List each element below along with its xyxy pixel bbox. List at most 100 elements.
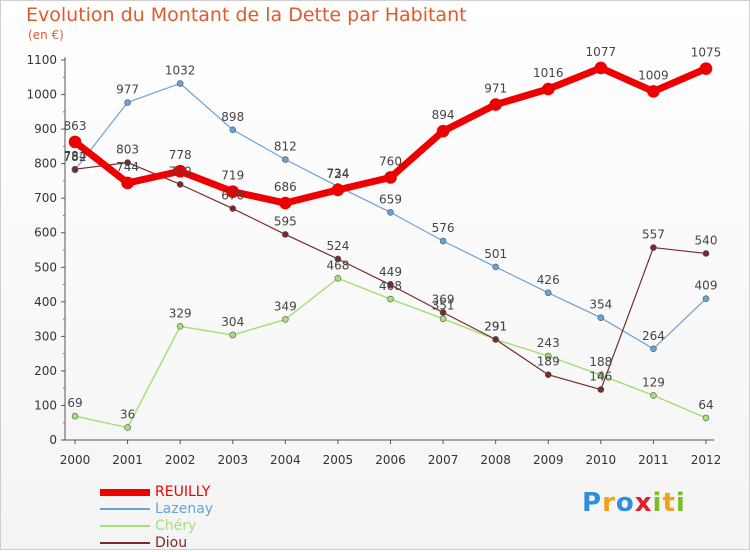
data-point-reuilly [594,61,608,75]
x-tick-label: 2008 [480,453,511,467]
data-label-chry: 304 [221,315,244,329]
data-point-lazenay [387,209,394,216]
data-label-reuilly: 719 [221,169,244,183]
data-point-chry [544,352,552,360]
logo-letter: o [615,488,635,518]
data-label-diou: 540 [695,233,718,247]
data-label-lazenay: 977 [116,82,139,96]
data-point-chry [71,412,79,420]
legend-swatch-reuilly [100,488,150,496]
data-label-reuilly: 686 [274,180,297,194]
chart-title: Evolution du Montant de la Dette par Hab… [26,4,467,26]
data-label-chry: 243 [537,336,560,350]
data-point-lazenay [229,126,237,134]
data-point-chry [229,331,237,339]
data-label-reuilly: 760 [379,154,402,168]
data-label-reuilly: 1009 [638,68,669,82]
data-point-diou [597,386,605,393]
legend-label-diou: Diou [155,535,188,551]
data-point-diou [282,231,289,238]
legend-item-diou: Diou [100,535,300,552]
y-tick-label: 900 [34,122,57,136]
chart-legend: REUILLY Lazenay Chéry Diou [100,484,300,552]
data-label-diou: 189 [537,355,560,369]
y-tick-label: 400 [34,295,57,309]
logo-letter: t [662,488,676,518]
data-point-diou [334,255,342,263]
data-label-diou: 369 [432,293,455,307]
chart-plot: 0 100 200 300 400 500 600 700 800 900 1000 1100 2000… [26,45,722,467]
legend-swatch-chry [100,525,150,527]
data-label-chry: 349 [274,299,297,313]
y-tick-label: 0 [49,433,57,447]
data-point-chry [650,392,657,399]
data-label-diou: 784 [64,149,87,163]
data-point-lazenay [439,237,447,245]
data-point-reuilly [647,85,660,98]
legend-swatch-diou [100,542,150,544]
data-label-lazenay: 812 [274,139,297,153]
data-label-diou: 449 [379,265,402,279]
data-point-lazenay [124,99,131,106]
data-label-lazenay: 409 [695,279,718,293]
logo-letter: r [602,488,616,518]
data-label-diou: 595 [274,214,297,228]
data-point-chry [439,315,447,323]
data-label-lazenay: 782 [64,150,87,164]
y-tick-label: 300 [34,329,57,343]
data-label-reuilly: 894 [432,108,455,122]
data-label-chry: 69 [67,396,82,410]
data-point-diou [71,165,79,173]
y-tick-label: 100 [34,398,57,412]
x-tick-label: 2011 [638,453,669,467]
data-label-chry: 36 [120,408,135,422]
data-label-diou: 557 [642,228,665,242]
data-label-lazenay: 1032 [165,63,196,77]
legend-item-lazenay: Lazenay [100,501,300,518]
data-label-diou: 670 [221,189,244,203]
data-point-chry [282,316,289,323]
data-point-lazenay [597,314,605,322]
data-label-reuilly: 724 [326,167,349,181]
data-label-chry: 291 [484,319,507,333]
legend-label-reuilly: REUILLY [155,484,211,500]
data-point-lazenay [650,345,657,353]
data-point-diou [702,250,710,257]
legend-item-chry: Chéry [100,518,300,535]
logo-letter: x [634,488,653,518]
data-point-chry [176,323,184,330]
data-point-lazenay [492,263,499,271]
legend-label-lazenay: Lazenay [155,501,214,517]
x-tick-label: 2001 [112,453,143,467]
x-tick-label: 2002 [165,453,196,467]
logo-letter: i [675,488,686,518]
y-tick-label: 200 [34,364,57,378]
data-label-chry: 351 [432,299,455,313]
x-tick-label: 2003 [217,453,248,467]
data-point-chry [702,414,710,422]
data-label-chry: 64 [698,398,713,412]
x-tick-label: 2007 [428,453,459,467]
data-label-chry: 408 [379,279,402,293]
logo-letter: i [652,488,663,518]
y-tick-label: 700 [34,191,57,205]
data-point-diou [544,371,552,379]
data-label-reuilly: 1075 [691,46,722,60]
data-label-chry: 468 [326,258,349,272]
data-label-lazenay: 898 [221,110,244,124]
data-label-reuilly: 1016 [533,66,564,80]
data-label-lazenay: 354 [589,298,612,312]
x-tick-label: 2009 [533,453,564,467]
x-tick-label: 2010 [586,453,617,467]
data-label-reuilly: 778 [169,148,192,162]
data-point-reuilly [331,183,345,197]
data-point-reuilly [699,62,713,75]
data-label-lazenay: 734 [326,166,349,180]
x-tick-label: 2005 [323,453,354,467]
y-tick-label: 1000 [26,88,57,102]
x-tick-label: 2000 [60,453,91,467]
data-point-reuilly [173,164,187,178]
data-point-reuilly [121,176,134,190]
data-point-reuilly [436,124,450,138]
